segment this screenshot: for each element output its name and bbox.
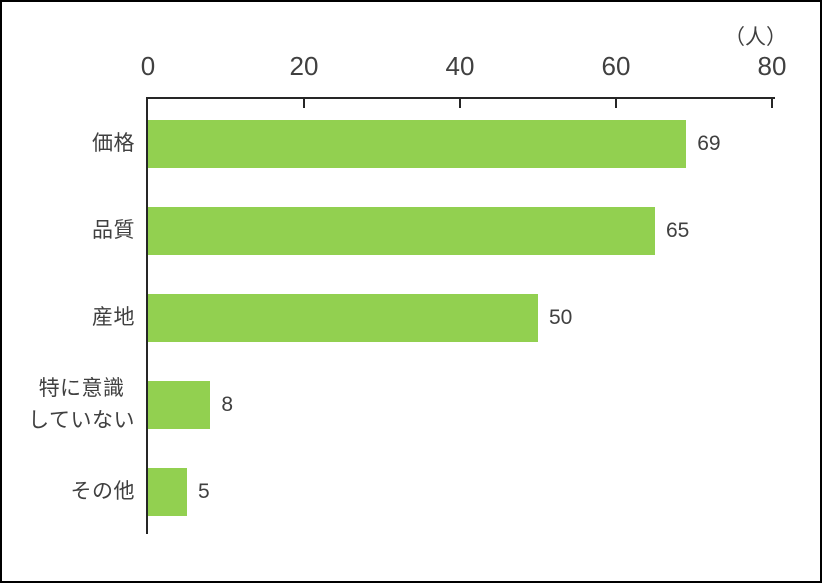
tick-mark-40: [459, 99, 461, 108]
bar: [148, 381, 211, 429]
value-label: 65: [666, 219, 690, 242]
category-label-text: 品質: [92, 219, 135, 242]
category-label-text: 産地: [92, 306, 135, 329]
category-label: その他: [16, 460, 135, 524]
x-axis-line: [146, 97, 775, 99]
tick-mark-60: [615, 99, 617, 108]
axis-unit-label: （人）: [724, 26, 787, 49]
x-tick-label-20: 20: [289, 51, 319, 81]
bar: [148, 207, 655, 255]
bar: [148, 294, 538, 342]
x-tick-label-0: 0: [140, 51, 156, 81]
tick-mark-20: [303, 99, 305, 108]
category-label-text: 特に意識 していない: [28, 377, 135, 432]
category-label: 特に意識 していない: [16, 373, 135, 437]
bar: [148, 120, 687, 168]
category-label: 価格: [16, 112, 135, 176]
value-label: 69: [697, 132, 721, 155]
category-label-text: その他: [70, 480, 135, 503]
plot-area: 69 65 50 8 5: [148, 98, 772, 534]
tick-mark-80: [771, 99, 773, 108]
value-label: 8: [221, 393, 234, 416]
x-tick-label-40: 40: [445, 51, 475, 81]
value-label: 5: [198, 480, 210, 503]
x-tick-label-80: 80: [757, 51, 787, 81]
bar: [148, 468, 187, 516]
category-label: 産地: [16, 286, 135, 350]
category-label-text: 価格: [92, 132, 135, 155]
value-label: 50: [549, 306, 573, 329]
category-label: 品質: [16, 199, 135, 263]
y-axis-line: [146, 97, 148, 534]
x-tick-label-60: 60: [601, 51, 631, 81]
